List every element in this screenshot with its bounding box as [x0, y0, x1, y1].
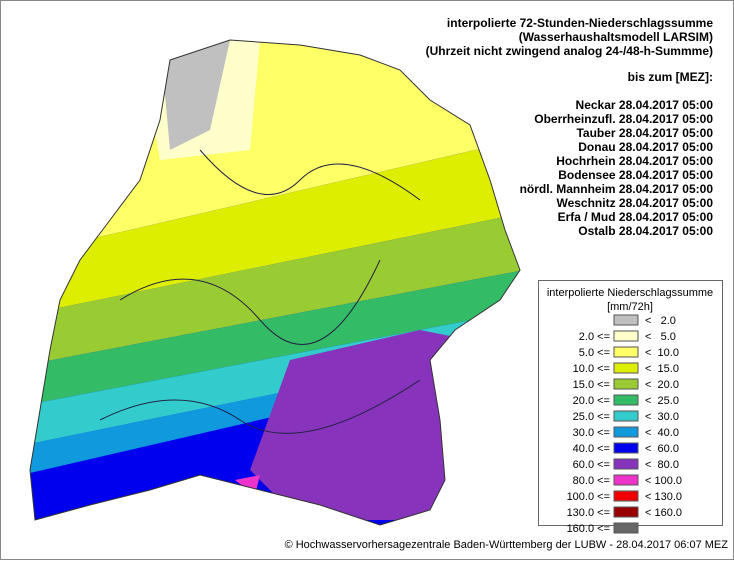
legend-unit: [mm/72h] — [607, 301, 653, 313]
legend-swatch — [613, 314, 639, 326]
legend-lower: 40.0 <= — [573, 443, 610, 455]
legend-upper: < 30.0 — [645, 411, 679, 423]
title-line: (Uhrzeit nicht zwingend analog 24-/48-h-… — [426, 44, 713, 58]
title-line: (Wasserhaushaltsmodell LARSIM) — [519, 30, 713, 44]
legend-upper: < 25.0 — [645, 395, 679, 407]
legend-upper: < 130.0 — [645, 491, 682, 503]
legend-swatch — [613, 378, 639, 390]
legend-swatch — [613, 490, 639, 502]
legend-swatch — [613, 442, 639, 454]
legend-lower: 15.0 <= — [573, 379, 610, 391]
station-time: Hochrhein 28.04.2017 05:00 — [556, 154, 713, 168]
until-label: bis zum [MEZ]: — [628, 70, 713, 84]
legend-upper: < 2.0 — [645, 315, 676, 327]
legend-swatch — [613, 426, 639, 438]
station-time: nördl. Mannheim 28.04.2017 05:00 — [520, 182, 714, 196]
station-time: Donau 28.04.2017 05:00 — [578, 140, 713, 154]
legend-lower: 2.0 <= — [579, 331, 610, 343]
legend-swatch — [613, 362, 639, 374]
station-time: Bodensee 28.04.2017 05:00 — [558, 168, 713, 182]
legend-lower: 80.0 <= — [573, 475, 610, 487]
legend-lower: 20.0 <= — [573, 395, 610, 407]
legend-upper: < 20.0 — [645, 379, 679, 391]
station-time: Neckar 28.04.2017 05:00 — [576, 98, 714, 112]
legend-swatch — [613, 410, 639, 422]
border — [29, 39, 521, 526]
legend-upper: < 10.0 — [645, 347, 679, 359]
legend-lower: 5.0 <= — [579, 347, 610, 359]
legend-lower: 10.0 <= — [573, 363, 610, 375]
legend-swatch — [613, 522, 639, 534]
legend-lower: 160.0 <= — [567, 523, 610, 535]
legend-upper: < 100.0 — [645, 475, 682, 487]
legend-upper: < 15.0 — [645, 363, 679, 375]
legend-upper: < 80.0 — [645, 459, 679, 471]
legend-lower: 30.0 <= — [573, 427, 610, 439]
station-time: Ostalb 28.04.2017 05:00 — [578, 224, 713, 238]
rivers — [99, 149, 421, 434]
legend-upper: < 40.0 — [645, 427, 679, 439]
legend-lower: 130.0 <= — [567, 507, 610, 519]
legend: interpolierte Niederschlagssumme [mm/72h… — [538, 280, 723, 535]
legend-upper: < 5.0 — [645, 331, 676, 343]
legend-upper: < 60.0 — [645, 443, 679, 455]
station-time: Weschnitz 28.04.2017 05:00 — [556, 196, 713, 210]
legend-swatch — [613, 346, 639, 358]
legend-swatch — [613, 474, 639, 486]
legend-swatch — [613, 506, 639, 518]
footer: © Hochwasservorhersagezentrale Baden-Wür… — [285, 539, 729, 551]
legend-upper: < 160.0 — [645, 507, 682, 519]
station-time: Tauber 28.04.2017 05:00 — [576, 126, 713, 140]
legend-lower: 100.0 <= — [567, 491, 610, 503]
title-line: interpolierte 72-Stunden-Niederschlagssu… — [447, 16, 713, 30]
station-time: Oberrheinzufl. 28.04.2017 05:00 — [534, 112, 713, 126]
legend-title: interpolierte Niederschlagssumme — [547, 287, 713, 299]
legend-swatch — [613, 394, 639, 406]
legend-swatch — [613, 330, 639, 342]
legend-swatch — [613, 458, 639, 470]
station-time: Erfa / Mud 28.04.2017 05:00 — [558, 210, 714, 224]
header: interpolierte 72-Stunden-Niederschlagssu… — [426, 16, 714, 238]
legend-lower: 60.0 <= — [573, 459, 610, 471]
legend-lower: 25.0 <= — [573, 411, 610, 423]
